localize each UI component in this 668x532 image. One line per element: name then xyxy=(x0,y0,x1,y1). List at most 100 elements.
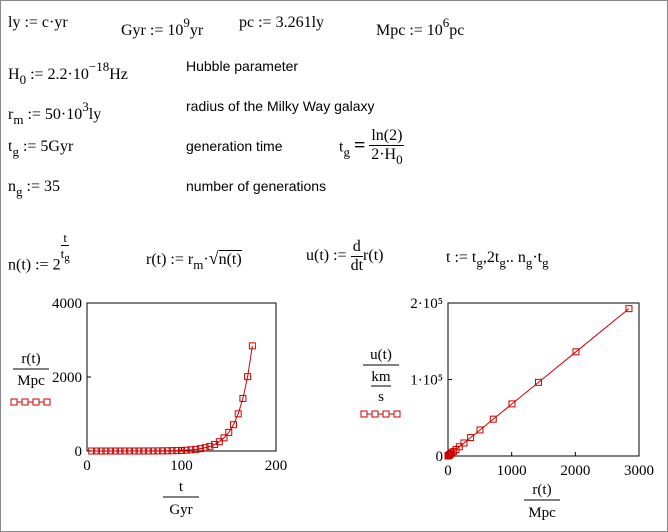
data-point xyxy=(168,447,176,455)
math: := 5Gyr xyxy=(18,138,74,155)
note: Hubble parameter xyxy=(186,58,299,74)
math: g xyxy=(476,255,483,270)
data-point xyxy=(239,394,247,402)
math: g xyxy=(499,255,506,270)
math: n(t) xyxy=(218,250,242,268)
data-point xyxy=(140,447,148,455)
data-point xyxy=(467,434,475,442)
definition: pc := 3.261ly xyxy=(239,13,324,33)
evaluation: tg = ln(2) 2·H0 xyxy=(339,127,405,169)
legend-marker xyxy=(10,398,18,406)
definition: rm := 50·103ly xyxy=(8,97,101,130)
math: n(t) := 2 xyxy=(8,256,61,274)
math: g xyxy=(16,184,23,199)
math: 6 xyxy=(442,15,450,30)
data-point xyxy=(229,421,237,429)
x-axis-label: r(t) xyxy=(532,482,551,498)
y-axis-label: r(t) xyxy=(21,351,40,367)
data-point xyxy=(220,434,228,442)
math: g xyxy=(525,255,533,270)
data-point xyxy=(234,410,242,418)
data-point xyxy=(159,447,167,455)
data-point xyxy=(182,446,190,454)
note: radius of the Milky Way galaxy xyxy=(186,98,375,114)
math: u(t) := xyxy=(306,247,351,265)
math: d xyxy=(350,238,363,257)
math: H xyxy=(8,66,20,83)
x-axis-label: t xyxy=(179,479,184,495)
fraction: d dt xyxy=(351,238,363,275)
definition: H0 := 2.2·10−18Hz xyxy=(8,57,128,90)
data-point xyxy=(476,426,484,434)
data-point xyxy=(116,447,124,455)
math: m xyxy=(13,112,24,127)
x-tick-label: 0 xyxy=(83,458,91,474)
math: m xyxy=(193,257,204,272)
math: dt xyxy=(350,257,364,274)
definition: t := tg,2tg.. ng·tg xyxy=(446,248,549,273)
fraction: t tg xyxy=(61,230,70,266)
math: 2·H xyxy=(371,146,397,163)
data-point xyxy=(244,373,252,381)
data-point xyxy=(206,442,214,450)
data-point xyxy=(625,305,633,313)
math: n xyxy=(8,178,16,195)
legend-marker xyxy=(371,410,379,418)
math: t xyxy=(8,138,13,155)
math: ly xyxy=(88,106,102,123)
definition: n(t) := 2 t tg xyxy=(8,230,70,284)
math: 9 xyxy=(183,15,190,30)
math: ly := c·yr xyxy=(8,14,68,31)
data-point xyxy=(92,447,100,455)
math: pc := 3.261ly xyxy=(239,14,325,31)
definition: Gyr := 109yr xyxy=(121,13,203,41)
data-point xyxy=(248,342,256,350)
data-point xyxy=(144,447,152,455)
data-point xyxy=(121,447,129,455)
definition: tg := 5Gyr xyxy=(8,137,73,162)
math: := 50·10 xyxy=(23,106,83,123)
math: −18 xyxy=(88,59,110,74)
math: ,2t xyxy=(482,249,500,266)
y-tick-label: 2·10⁵ xyxy=(410,296,443,312)
data-point xyxy=(97,447,105,455)
math: Gyr := 10 xyxy=(121,22,184,39)
math: .. n xyxy=(505,249,526,266)
data-point xyxy=(173,447,181,455)
y-axis-label: u(t) xyxy=(370,347,392,363)
x-axis-label: Gyr xyxy=(169,502,192,518)
definition: ly := c·yr xyxy=(8,13,68,33)
math: := 2.2·10 xyxy=(26,66,89,83)
math: g xyxy=(542,255,549,270)
math: t xyxy=(339,138,344,156)
data-point xyxy=(107,447,115,455)
y-axis-label: km xyxy=(371,369,391,385)
y-axis-label: Mpc xyxy=(17,373,45,389)
data-point xyxy=(102,447,110,455)
legend-marker xyxy=(21,398,29,406)
data-point xyxy=(111,447,119,455)
math: g xyxy=(12,144,19,159)
math: r(t) xyxy=(363,247,384,265)
math: g xyxy=(64,252,70,264)
note: generation time xyxy=(186,138,283,154)
x-tick-label: 100 xyxy=(170,458,193,474)
data-point xyxy=(196,445,204,453)
legend-marker xyxy=(43,398,51,406)
legend-marker xyxy=(393,410,401,418)
math: := 35 xyxy=(22,178,60,195)
math: 0 xyxy=(19,72,27,87)
math: 0 xyxy=(396,152,403,167)
math: r(t) := r xyxy=(146,251,194,268)
math: t xyxy=(61,230,69,246)
legend-marker xyxy=(32,398,40,406)
math: ln(2) xyxy=(369,127,405,146)
x-tick-label: 1000 xyxy=(497,463,527,479)
data-point xyxy=(135,447,143,455)
legend-marker xyxy=(360,410,368,418)
math: t := t xyxy=(446,249,477,266)
math: Mpc := 10 xyxy=(376,22,443,39)
definition: ng := 35 xyxy=(8,177,60,202)
